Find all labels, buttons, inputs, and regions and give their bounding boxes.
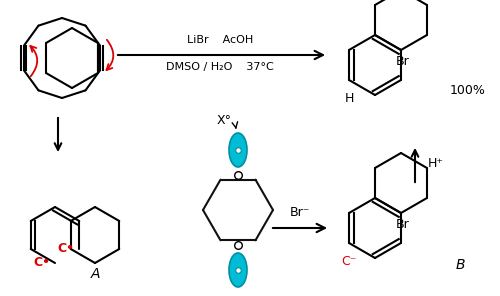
- Text: H: H: [344, 92, 354, 105]
- Text: A: A: [90, 267, 100, 281]
- Text: C•: C•: [33, 257, 50, 269]
- Ellipse shape: [229, 133, 247, 167]
- Text: Br⁻: Br⁻: [290, 207, 310, 220]
- Text: DMSO / H₂O    37°C: DMSO / H₂O 37°C: [166, 62, 274, 72]
- Text: C⁻: C⁻: [342, 255, 356, 268]
- Text: X°: X°: [216, 113, 232, 126]
- Ellipse shape: [229, 253, 247, 287]
- Text: LiBr    AcOH: LiBr AcOH: [187, 35, 253, 45]
- Text: B: B: [455, 258, 464, 272]
- Text: H⁺: H⁺: [428, 157, 444, 170]
- Text: Br: Br: [396, 218, 410, 231]
- Text: 100%: 100%: [450, 83, 486, 96]
- Text: C•: C•: [57, 242, 74, 255]
- Text: Br: Br: [396, 55, 410, 68]
